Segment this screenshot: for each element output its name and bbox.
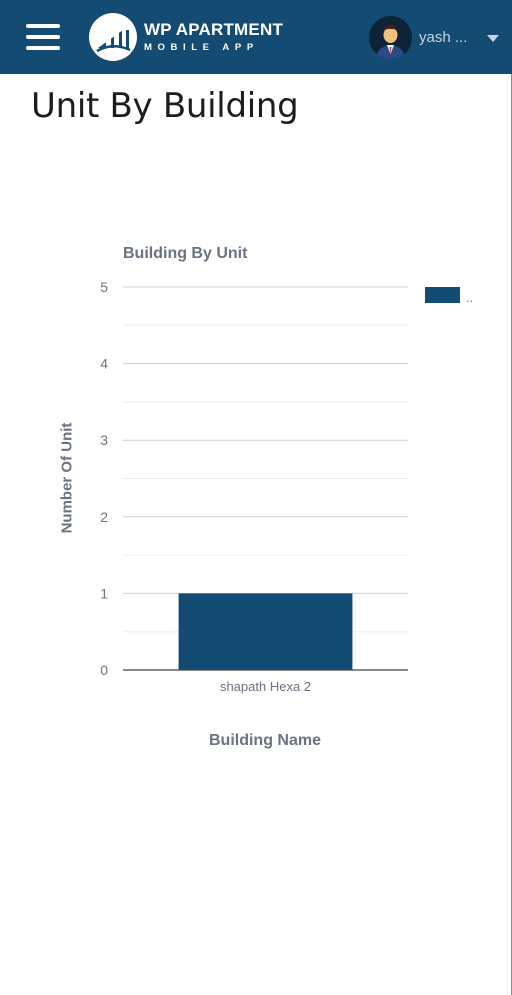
chart-x-axis-label: Building Name [208, 732, 322, 749]
bar [178, 593, 353, 670]
page-title: Unit By Building [31, 86, 299, 126]
legend-label: .. [466, 290, 474, 305]
chart-title: Building By Unit [123, 245, 248, 262]
y-tick-label: 4 [100, 356, 108, 372]
y-tick-label: 1 [100, 585, 108, 601]
legend-swatch[interactable] [425, 287, 460, 303]
y-tick-label: 2 [100, 509, 108, 525]
brand-title: WP APARTMENT [144, 20, 284, 39]
y-tick-label: 5 [100, 279, 108, 295]
app-logo [89, 13, 137, 61]
x-tick-label: shapath Hexa 2 [220, 679, 311, 694]
y-tick-label: 3 [100, 432, 108, 448]
user-avatar[interactable] [369, 16, 412, 59]
y-tick-label: 0 [100, 662, 108, 678]
user-name[interactable]: yash ... [419, 29, 468, 46]
app-header: WP APARTMENT MOBILE APP yash ... [0, 0, 512, 74]
brand-subtitle: MOBILE APP [144, 42, 259, 53]
menu-icon[interactable] [26, 24, 60, 50]
user-menu-caret-icon[interactable] [487, 35, 499, 42]
